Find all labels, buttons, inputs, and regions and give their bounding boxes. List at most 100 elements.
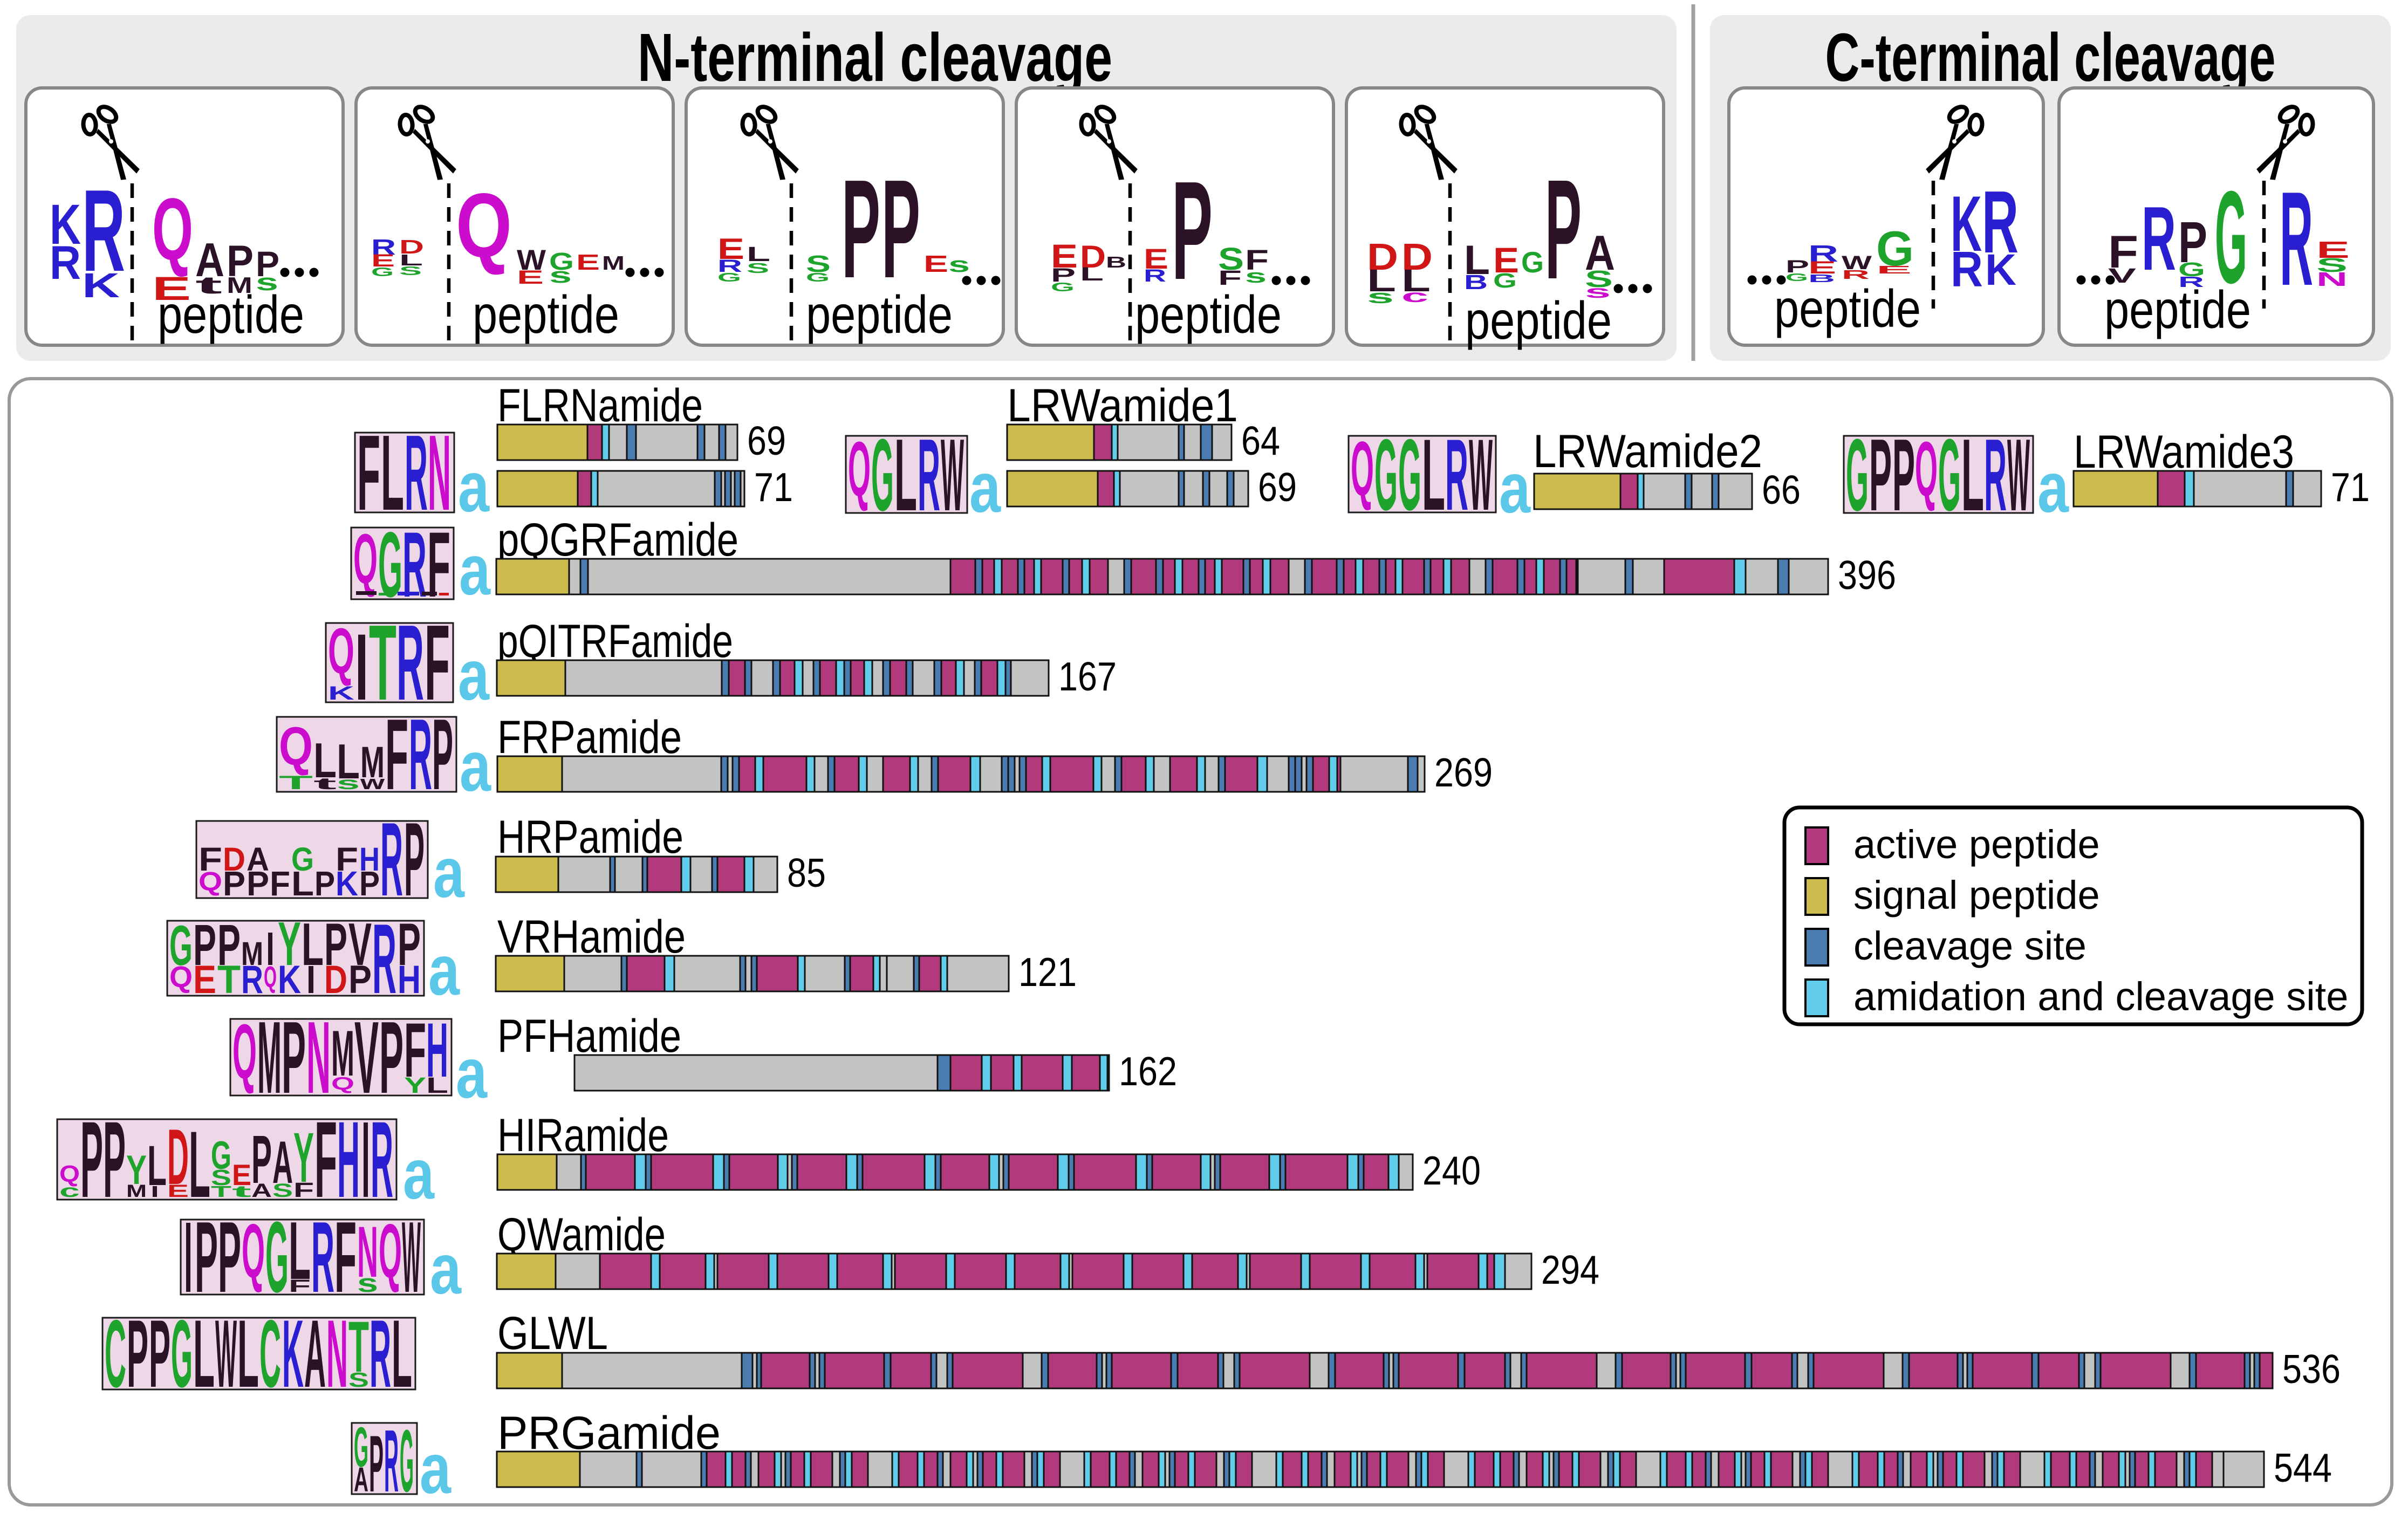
svg-text:s: s <box>357 1269 378 1297</box>
svg-text:a: a <box>2037 448 2069 527</box>
svg-text:D: D <box>167 1113 189 1201</box>
svg-text:M: M <box>126 1181 147 1201</box>
svg-text:G: G <box>1051 280 1075 294</box>
svg-text:S: S <box>806 251 831 277</box>
svg-text:L: L <box>1961 418 1984 532</box>
svg-text:R: R <box>396 603 424 723</box>
svg-text:W: W <box>402 1201 421 1313</box>
svg-text:L: L <box>1401 263 1431 298</box>
svg-text:T: T <box>217 958 241 1002</box>
svg-text:L: L <box>189 1112 210 1217</box>
svg-text:HRPamide: HRPamide <box>497 811 683 863</box>
svg-text:E: E <box>717 232 744 265</box>
svg-text:S: S <box>399 264 422 278</box>
svg-text:P: P <box>404 801 425 918</box>
svg-text:E: E <box>517 267 544 288</box>
svg-text:D: D <box>399 236 424 258</box>
svg-text:E: E <box>232 1158 251 1192</box>
svg-text:R: R <box>1984 418 2007 532</box>
svg-text:A: A <box>304 1300 326 1407</box>
svg-text:G: G <box>549 248 574 275</box>
svg-text:N-terminal cleavage: N-terminal cleavage <box>638 19 1112 95</box>
svg-text:G: G <box>371 265 394 279</box>
svg-text:G: G <box>1521 245 1544 279</box>
svg-text:M: M <box>602 252 625 274</box>
svg-text:S: S <box>1585 266 1613 292</box>
svg-text:P: P <box>149 1300 170 1407</box>
svg-text:a: a <box>458 635 490 715</box>
svg-text:K: K <box>1985 245 2016 295</box>
svg-text:P: P <box>127 1300 148 1407</box>
svg-text:P: P <box>217 912 241 977</box>
svg-text:P: P <box>195 1201 218 1313</box>
svg-text:W: W <box>1842 252 1872 273</box>
svg-text:G: G <box>717 270 741 284</box>
svg-text:W: W <box>941 418 964 532</box>
svg-text:s: s <box>337 773 360 793</box>
svg-text:396: 396 <box>1838 552 1896 598</box>
svg-text:P: P <box>314 864 335 903</box>
svg-text:A: A <box>247 841 269 878</box>
svg-text:S: S <box>2316 254 2348 276</box>
svg-text:peptide: peptide <box>1465 291 1612 350</box>
svg-text:A: A <box>354 1460 368 1499</box>
svg-text:N: N <box>2316 268 2348 290</box>
svg-text:c: c <box>1401 286 1428 306</box>
svg-text:L: L <box>381 413 404 533</box>
svg-text:Q: Q <box>331 1073 354 1093</box>
svg-text:K: K <box>1951 180 1982 268</box>
svg-text:G: G <box>211 1134 231 1177</box>
svg-text:F: F <box>334 1201 357 1313</box>
svg-text:LRWamide2: LRWamide2 <box>1533 426 1762 477</box>
svg-text:active peptide: active peptide <box>1853 822 2100 867</box>
svg-text:L: L <box>399 252 423 269</box>
svg-text:amidation and cleavage site: amidation and cleavage site <box>1853 974 2348 1019</box>
svg-text:L: L <box>237 1300 259 1407</box>
svg-text:G: G <box>1398 418 1421 531</box>
svg-text:Q: Q <box>199 867 222 896</box>
svg-text:s: s <box>1585 282 1611 302</box>
svg-text:G: G <box>378 513 402 617</box>
svg-text:FLRNamide: FLRNamide <box>497 380 703 432</box>
svg-text:N: N <box>326 1300 348 1407</box>
svg-text:LRWamide1: LRWamide1 <box>1007 380 1238 432</box>
svg-text:T: T <box>369 603 396 723</box>
svg-text:G: G <box>265 1201 289 1313</box>
svg-text:a: a <box>969 448 1001 527</box>
svg-text:240: 240 <box>1422 1148 1481 1193</box>
svg-text:S: S <box>747 260 769 276</box>
svg-text:L: L <box>302 911 324 978</box>
svg-text:162: 162 <box>1119 1049 1177 1094</box>
svg-text:L: L <box>337 735 360 789</box>
svg-text:peptide: peptide <box>806 285 953 344</box>
svg-text:P: P <box>1545 150 1582 309</box>
svg-text:peptide: peptide <box>473 285 619 344</box>
svg-text:T: T <box>279 772 313 793</box>
svg-text:P: P <box>432 698 453 811</box>
svg-text:P: P <box>193 912 216 977</box>
svg-text:R: R <box>50 236 81 289</box>
svg-text:71: 71 <box>754 464 793 510</box>
svg-text:F: F <box>270 864 290 903</box>
svg-text:C-terminal cleavage: C-terminal cleavage <box>1825 19 2276 95</box>
svg-text:W: W <box>517 244 546 276</box>
svg-text:a: a <box>430 1229 462 1309</box>
svg-text:a: a <box>433 833 465 912</box>
svg-text:F: F <box>1245 244 1269 276</box>
svg-text:69: 69 <box>747 418 786 463</box>
svg-text:G: G <box>354 1416 368 1479</box>
svg-text:F: F <box>1218 267 1242 290</box>
svg-text:N: N <box>357 1212 378 1292</box>
svg-text:F: F <box>385 698 408 811</box>
svg-text:a: a <box>460 727 491 806</box>
svg-text:R: R <box>1445 418 1468 531</box>
svg-text:69: 69 <box>1258 464 1297 510</box>
svg-text:t: t <box>313 775 337 793</box>
svg-text:a: a <box>459 530 491 610</box>
svg-text:C: C <box>259 1300 281 1407</box>
svg-text:A: A <box>1585 226 1615 280</box>
svg-text:signal peptide: signal peptide <box>1853 873 2100 918</box>
svg-text:K: K <box>278 958 301 1002</box>
svg-text:P: P <box>348 958 372 1002</box>
svg-text:s: s <box>549 264 572 287</box>
